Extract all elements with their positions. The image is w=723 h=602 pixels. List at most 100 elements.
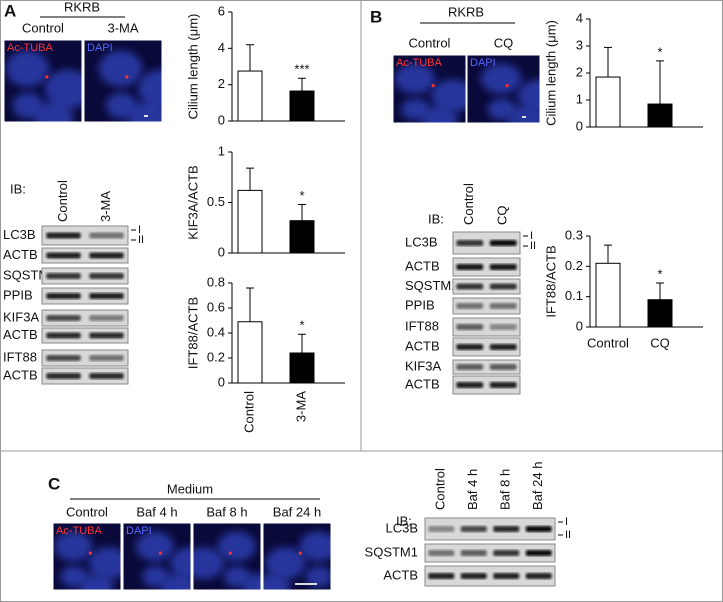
row-label: IFT88 xyxy=(3,349,37,364)
y-axis-label: KIF3A/ACTB xyxy=(185,165,200,239)
significance: * xyxy=(299,188,304,203)
nuclei xyxy=(263,531,331,590)
nucleus xyxy=(44,69,82,109)
row-label: ACTB xyxy=(383,567,418,582)
y-tick-label: 0.8 xyxy=(207,274,225,289)
nucleus xyxy=(394,63,436,95)
error-bar xyxy=(246,44,254,72)
y-tick-label: 0 xyxy=(218,112,225,127)
band xyxy=(89,252,124,259)
band xyxy=(460,526,487,532)
nucleus xyxy=(60,565,88,588)
y-tick-label: 4 xyxy=(576,10,583,25)
y-axis-label: Cilium length (μm) xyxy=(185,14,200,120)
group-label: Medium xyxy=(167,481,213,496)
y-tick-label: 4 xyxy=(218,40,225,55)
band xyxy=(46,315,81,321)
band xyxy=(489,303,517,309)
condition-label: Control xyxy=(66,504,108,519)
micrograph-border xyxy=(262,522,332,591)
nuclei xyxy=(98,50,162,122)
x-tick-label: 3-MA xyxy=(293,391,308,422)
band xyxy=(489,344,517,350)
micrograph-border xyxy=(52,522,122,591)
band xyxy=(489,382,517,388)
band xyxy=(460,550,487,556)
band xyxy=(89,373,124,379)
bar xyxy=(289,90,315,122)
significance: *** xyxy=(294,62,309,77)
stain-label: DAPI xyxy=(126,525,152,537)
nucleus xyxy=(223,565,251,588)
row-label: ACTB xyxy=(405,376,440,391)
bar xyxy=(237,70,263,122)
band xyxy=(456,303,484,309)
band xyxy=(525,550,552,556)
x-tick-label: CQ xyxy=(650,335,670,350)
band xyxy=(46,332,81,339)
stain-label: Ac-TUBA xyxy=(7,42,54,54)
band xyxy=(46,232,81,239)
y-tick-label: 0 xyxy=(218,374,225,389)
row-label: KIF3A xyxy=(3,309,39,324)
y-tick-label: 0.3 xyxy=(565,227,583,242)
cilium xyxy=(45,75,49,79)
blot-strip xyxy=(452,337,521,357)
cilium xyxy=(125,75,129,79)
nucleus xyxy=(105,92,138,119)
y-tick-label: 3 xyxy=(576,37,583,52)
blot-strip xyxy=(452,257,521,277)
nucleus xyxy=(217,531,256,562)
row-label: SQSTM1 xyxy=(405,278,458,293)
row-label: LC3B xyxy=(3,227,36,242)
nucleus xyxy=(12,92,44,119)
nucleus xyxy=(480,63,522,95)
row-label: KIF3A xyxy=(405,358,441,373)
band xyxy=(456,324,484,330)
y-tick-label: 0.5 xyxy=(207,194,225,209)
y-tick-label: 0.2 xyxy=(565,258,583,273)
y-tick-label: 1 xyxy=(576,91,583,106)
band xyxy=(89,355,124,361)
nuclei xyxy=(480,63,540,123)
band xyxy=(428,526,455,532)
lane-label: Control xyxy=(433,468,448,510)
error-bar xyxy=(298,77,306,92)
condition-label: Baf 4 h xyxy=(136,504,177,519)
nucleus xyxy=(5,50,50,88)
y-tick-label: 2 xyxy=(576,64,583,79)
cilium xyxy=(228,551,232,555)
y-axis-label: IFT88/ACTB xyxy=(543,245,558,317)
stain-label: Ac-TUBA xyxy=(396,57,443,69)
band-marker: II xyxy=(530,240,536,252)
micrograph-border xyxy=(192,522,262,591)
nucleus xyxy=(265,547,306,580)
band-marker: II xyxy=(138,234,144,246)
y-tick-label: 0.6 xyxy=(207,299,225,314)
lane-label: Control xyxy=(55,180,70,222)
blot-strip xyxy=(41,349,129,367)
row-label: ACTB xyxy=(3,247,38,262)
micrograph-border xyxy=(3,39,83,123)
nuclei xyxy=(193,531,261,590)
nucleus xyxy=(169,547,191,580)
bar xyxy=(289,220,315,254)
band xyxy=(493,550,520,556)
blot-strip xyxy=(452,317,521,337)
error-bar xyxy=(604,244,612,264)
error-bar xyxy=(656,60,664,105)
micrograph-border xyxy=(392,54,467,124)
nucleus xyxy=(430,79,466,113)
significance: * xyxy=(657,44,662,59)
nucleus xyxy=(135,531,175,562)
nucleus xyxy=(401,98,431,121)
blot-strip xyxy=(41,225,129,246)
bar xyxy=(647,299,673,328)
blot-strip xyxy=(424,517,556,541)
nucleus xyxy=(193,547,225,580)
row-label: PPIB xyxy=(3,287,33,302)
nuclei xyxy=(135,531,191,590)
nucleus xyxy=(34,101,74,122)
y-tick-label: 1 xyxy=(218,143,225,158)
band xyxy=(428,573,455,579)
